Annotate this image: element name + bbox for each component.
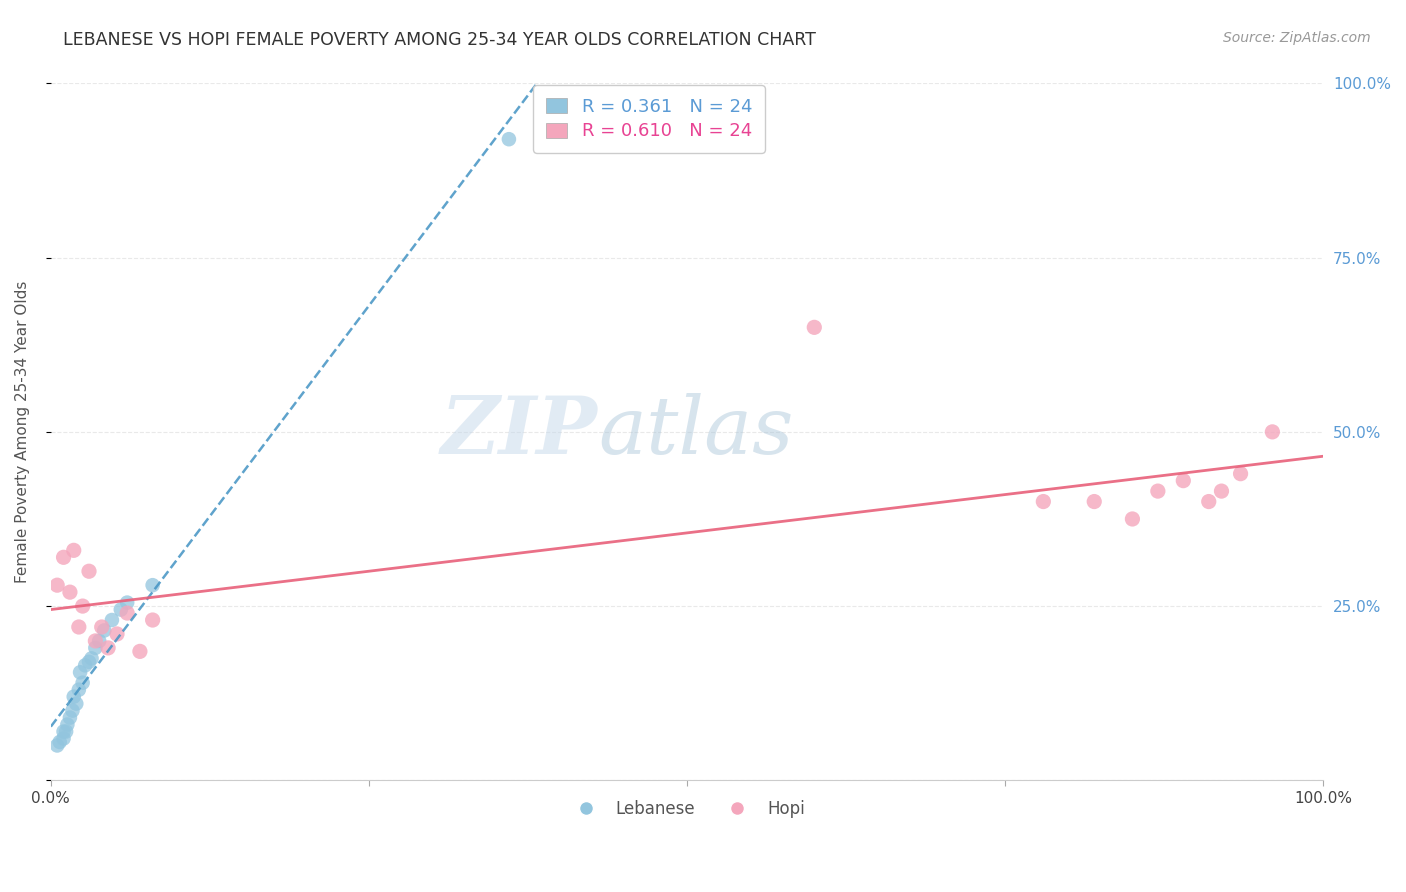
Point [90, 620, 112, 634]
Point [1147, 484, 1170, 499]
Point [62, 543, 84, 558]
Point [55, 724, 77, 739]
Point [75, 658, 97, 673]
Point [142, 613, 165, 627]
Point [62, 690, 84, 704]
Point [803, 320, 825, 334]
Point [110, 602, 132, 616]
Point [52, 550, 75, 565]
Point [1083, 494, 1105, 508]
Point [67, 682, 90, 697]
Point [56, 717, 79, 731]
Point [498, 132, 520, 146]
Point [1261, 425, 1284, 439]
Point [72, 599, 94, 613]
Point [84, 634, 107, 648]
Text: ZIP: ZIP [441, 393, 598, 471]
Point [52, 724, 75, 739]
Text: LEBANESE VS HOPI FEMALE POVERTY AMONG 25-34 YEAR OLDS CORRELATION CHART: LEBANESE VS HOPI FEMALE POVERTY AMONG 25… [63, 31, 815, 49]
Y-axis label: Female Poverty Among 25-34 Year Olds: Female Poverty Among 25-34 Year Olds [15, 281, 30, 583]
Point [67, 620, 90, 634]
Point [1198, 494, 1220, 508]
Point [46, 739, 69, 753]
Point [59, 585, 82, 599]
Point [115, 606, 138, 620]
Point [1032, 494, 1054, 508]
Point [46, 578, 69, 592]
Point [1173, 474, 1195, 488]
Point [129, 644, 152, 658]
Point [115, 596, 138, 610]
Point [93, 624, 115, 638]
Point [77, 564, 100, 578]
Point [105, 627, 128, 641]
Point [97, 640, 120, 655]
Point [142, 578, 165, 592]
Point [84, 640, 107, 655]
Point [101, 613, 124, 627]
Point [89, 634, 111, 648]
Point [69, 665, 91, 680]
Point [1121, 512, 1143, 526]
Point [48, 735, 70, 749]
Point [52, 731, 75, 746]
Point [65, 697, 87, 711]
Point [62, 704, 84, 718]
Point [1211, 484, 1233, 499]
Text: atlas: atlas [598, 393, 793, 471]
Point [72, 675, 94, 690]
Text: Source: ZipAtlas.com: Source: ZipAtlas.com [1223, 31, 1371, 45]
Point [80, 651, 103, 665]
Point [59, 710, 82, 724]
Legend: Lebanese, Hopi: Lebanese, Hopi [562, 793, 811, 824]
Point [1229, 467, 1251, 481]
Point [77, 655, 100, 669]
